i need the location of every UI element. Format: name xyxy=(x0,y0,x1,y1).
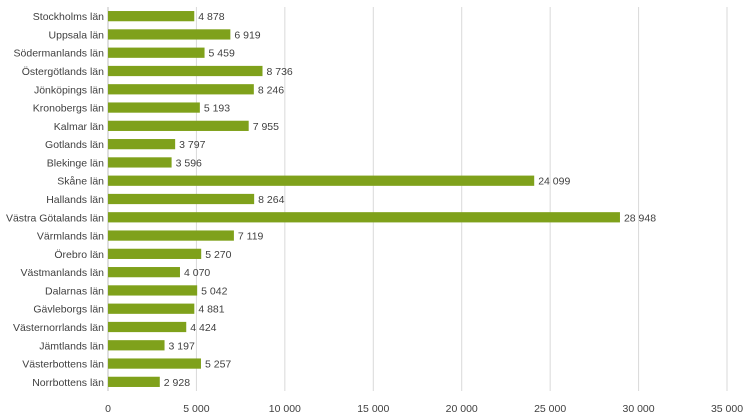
category-label: Kalmar län xyxy=(54,121,104,133)
gridlines xyxy=(107,7,728,391)
category-labels: Stockholms län Uppsala län Södermanlands l… xyxy=(6,11,104,389)
bar xyxy=(108,340,165,351)
data-label: 3 596 xyxy=(176,157,202,169)
data-label: 5 270 xyxy=(205,249,231,261)
category-label: Södermanlands län xyxy=(14,48,105,60)
data-label: 7 119 xyxy=(238,231,264,243)
x-tick-label: 25 000 xyxy=(534,403,566,415)
bar xyxy=(108,120,249,131)
bar xyxy=(108,267,180,278)
value-labels: 4 878 6 919 5 459 8 736 8 246 5 193 7 955 3 797… xyxy=(164,11,656,389)
bar xyxy=(108,29,231,40)
x-tick-label: 10 000 xyxy=(269,403,301,415)
bar xyxy=(108,84,254,95)
data-label: 2 928 xyxy=(164,377,190,389)
bar xyxy=(108,248,202,259)
data-label: 6 919 xyxy=(234,29,260,41)
category-label: Västmanlands län xyxy=(21,267,105,279)
x-tick-label: 0 xyxy=(105,403,111,415)
data-label: 8 736 xyxy=(267,66,293,78)
category-label: Västerbottens län xyxy=(22,359,104,371)
data-label: 8 246 xyxy=(258,84,284,96)
bar xyxy=(108,139,176,150)
x-tick-label: 15 000 xyxy=(357,403,389,415)
bar xyxy=(108,102,200,113)
data-label: 7 955 xyxy=(253,121,279,133)
bar xyxy=(108,285,198,296)
bars xyxy=(108,11,620,387)
data-label: 3 797 xyxy=(179,139,205,151)
category-label: Dalarnas län xyxy=(45,285,104,297)
data-label: 8 264 xyxy=(258,194,284,206)
bar xyxy=(108,175,535,186)
category-label: Västra Götalands län xyxy=(6,212,104,224)
x-axis-tick-labels: 0 5 000 10 000 15 000 20 000 25 000 30 000 35 0… xyxy=(105,403,743,415)
bar xyxy=(108,230,234,241)
data-label: 24 099 xyxy=(538,176,570,188)
bar xyxy=(108,65,263,77)
data-label: 4 878 xyxy=(198,11,224,23)
bar xyxy=(108,47,205,58)
category-label: Gävleborgs län xyxy=(33,304,104,316)
x-tick-label: 30 000 xyxy=(623,403,655,415)
x-tick-label: 20 000 xyxy=(446,403,478,415)
category-label: Blekinge län xyxy=(47,157,104,169)
category-label: Gotlands län xyxy=(45,139,104,151)
category-label: Uppsala län xyxy=(49,29,105,41)
x-tick-label: 35 000 xyxy=(711,403,743,415)
category-label: Östergötlands län xyxy=(22,66,104,78)
category-label: Västernorrlands län xyxy=(13,322,104,334)
bar xyxy=(108,321,187,333)
data-label: 5 257 xyxy=(205,359,231,371)
data-label: 4 070 xyxy=(184,267,210,279)
data-label: 5 459 xyxy=(209,48,235,60)
data-label: 28 948 xyxy=(624,212,656,224)
category-label: Kronobergs län xyxy=(33,103,104,115)
bar xyxy=(108,303,195,314)
x-tick-label: 5 000 xyxy=(183,403,209,415)
category-label: Värmlands län xyxy=(37,231,104,243)
data-label: 4 881 xyxy=(198,304,224,316)
bar xyxy=(108,193,255,205)
data-label: 5 042 xyxy=(201,285,227,297)
data-label: 3 197 xyxy=(169,340,195,352)
data-label: 4 424 xyxy=(190,322,216,334)
category-label: Skåne län xyxy=(57,176,104,188)
data-label: 5 193 xyxy=(204,103,230,115)
bar xyxy=(108,376,160,387)
category-label: Stockholms län xyxy=(33,11,104,23)
category-label: Jönköpings län xyxy=(34,84,104,96)
category-label: Örebro län xyxy=(54,249,104,261)
category-label: Norrbottens län xyxy=(32,377,104,389)
category-label: Jämtlands län xyxy=(39,340,104,352)
bar xyxy=(108,11,195,22)
category-label: Hallands län xyxy=(46,194,104,206)
bar xyxy=(108,157,172,168)
bar xyxy=(108,212,620,223)
bar xyxy=(108,358,201,369)
